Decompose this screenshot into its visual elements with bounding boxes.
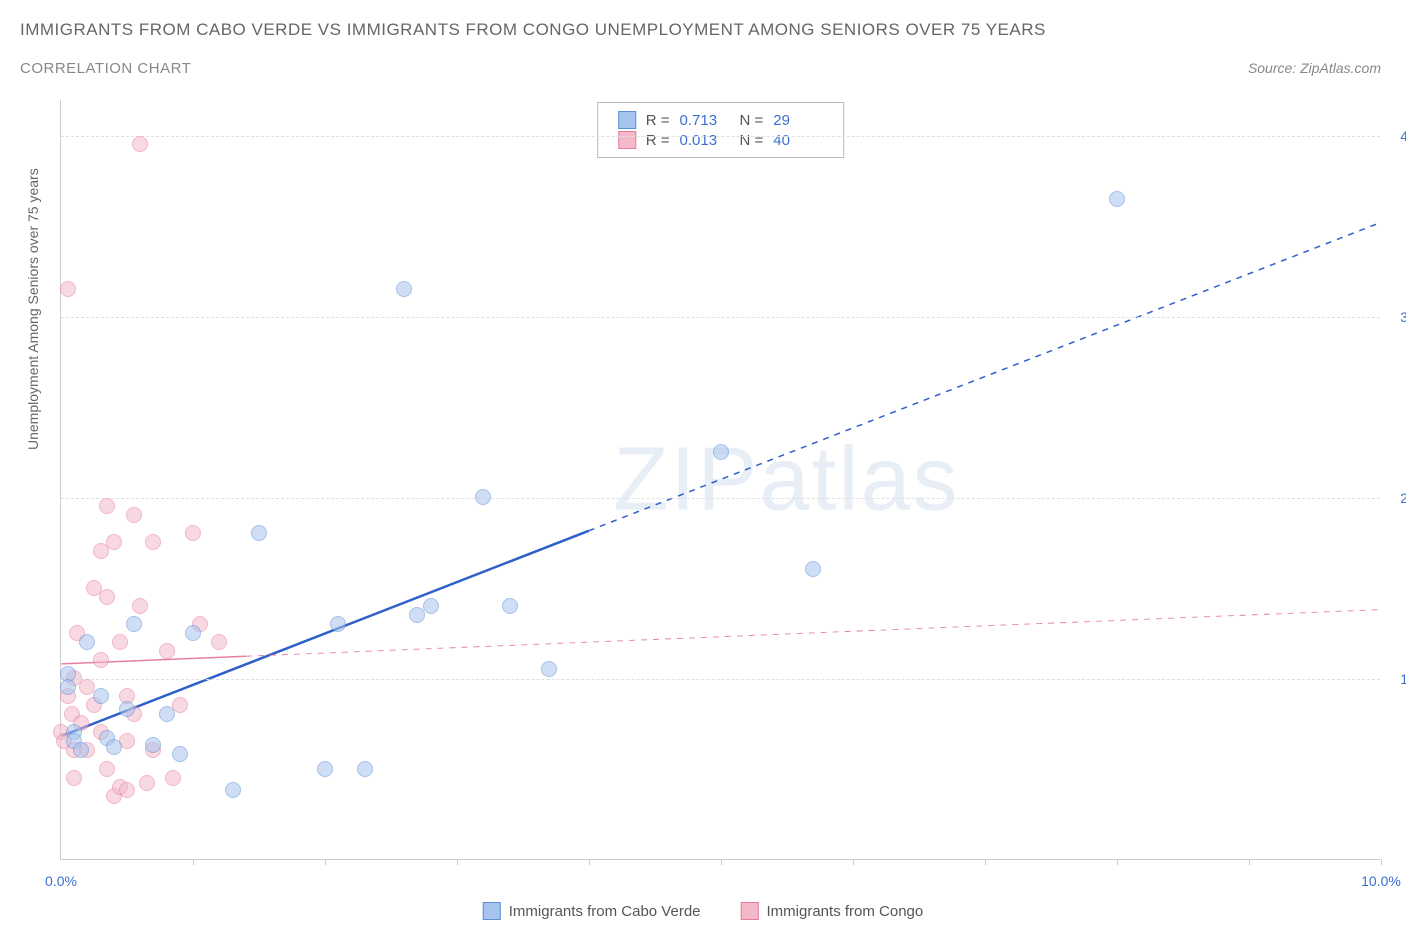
scatter-point	[93, 688, 109, 704]
scatter-point	[145, 737, 161, 753]
scatter-point	[1109, 191, 1125, 207]
scatter-point	[126, 616, 142, 632]
scatter-point	[251, 525, 267, 541]
scatter-point	[502, 598, 518, 614]
scatter-point	[60, 679, 76, 695]
scatter-point	[99, 589, 115, 605]
scatter-point	[119, 701, 135, 717]
scatter-point	[99, 761, 115, 777]
scatter-point	[159, 643, 175, 659]
x-tick	[1381, 859, 1382, 865]
plot-area: ZIPatlas R = 0.713 N = 29 R = 0.013 N = …	[60, 100, 1380, 860]
scatter-point	[126, 507, 142, 523]
scatter-point	[145, 534, 161, 550]
trend-line-solid	[61, 656, 246, 664]
scatter-point	[132, 598, 148, 614]
x-tick	[853, 859, 854, 865]
scatter-point	[132, 136, 148, 152]
y-tick-label: 10.0%	[1400, 671, 1406, 687]
trend-line-solid	[61, 531, 588, 736]
x-tick	[589, 859, 590, 865]
correlation-stats-box: R = 0.713 N = 29 R = 0.013 N = 40	[597, 102, 845, 158]
legend-label: Immigrants from Congo	[767, 903, 924, 920]
scatter-point	[66, 770, 82, 786]
r-value: 0.013	[680, 132, 730, 149]
y-tick-label: 40.0%	[1400, 128, 1406, 144]
gridline	[61, 679, 1380, 680]
x-tick-label: 0.0%	[45, 873, 77, 889]
scatter-point	[165, 770, 181, 786]
legend-swatch	[741, 902, 759, 920]
x-tick	[985, 859, 986, 865]
x-tick	[193, 859, 194, 865]
scatter-point	[317, 761, 333, 777]
source-label: Source:	[1248, 60, 1296, 76]
chart-title: IMMIGRANTS FROM CABO VERDE VS IMMIGRANTS…	[20, 20, 1046, 40]
watermark: ZIPatlas	[613, 428, 959, 531]
trend-line-dashed	[589, 223, 1380, 531]
scatter-point	[330, 616, 346, 632]
r-label: R =	[646, 132, 670, 149]
scatter-point	[73, 742, 89, 758]
gridline	[61, 498, 1380, 499]
x-tick	[1117, 859, 1118, 865]
scatter-point	[185, 525, 201, 541]
source-name: ZipAtlas.com	[1300, 60, 1381, 76]
y-tick-label: 20.0%	[1400, 490, 1406, 506]
series-swatch	[618, 131, 636, 149]
x-tick	[721, 859, 722, 865]
scatter-point	[106, 739, 122, 755]
y-axis-label: Unemployment Among Seniors over 75 years	[25, 168, 41, 450]
scatter-point	[139, 775, 155, 791]
legend-label: Immigrants from Cabo Verde	[509, 903, 701, 920]
trend-lines-svg	[61, 100, 1380, 859]
scatter-point	[805, 561, 821, 577]
legend-swatch	[483, 902, 501, 920]
chart-subtitle: CORRELATION CHART	[20, 60, 1046, 77]
x-tick	[457, 859, 458, 865]
x-tick-label: 10.0%	[1361, 873, 1401, 889]
legend-item: Immigrants from Cabo Verde	[483, 902, 701, 920]
scatter-point	[112, 634, 128, 650]
y-tick-label: 30.0%	[1400, 309, 1406, 325]
scatter-point	[79, 634, 95, 650]
source-attribution: Source: ZipAtlas.com	[1248, 60, 1381, 76]
scatter-point	[541, 661, 557, 677]
scatter-point	[172, 746, 188, 762]
scatter-point	[357, 761, 373, 777]
chart-container: ZIPatlas R = 0.713 N = 29 R = 0.013 N = …	[60, 100, 1380, 860]
stats-row: R = 0.013 N = 40	[618, 131, 824, 149]
scatter-point	[211, 634, 227, 650]
series-swatch	[618, 111, 636, 129]
scatter-point	[99, 498, 115, 514]
scatter-point	[159, 706, 175, 722]
gridline	[61, 136, 1380, 137]
header: IMMIGRANTS FROM CABO VERDE VS IMMIGRANTS…	[20, 20, 1046, 77]
n-value: 40	[773, 132, 823, 149]
x-tick	[325, 859, 326, 865]
stats-row: R = 0.713 N = 29	[618, 111, 824, 129]
r-value: 0.713	[680, 112, 730, 129]
scatter-point	[713, 444, 729, 460]
scatter-point	[475, 489, 491, 505]
x-tick	[1249, 859, 1250, 865]
scatter-point	[185, 625, 201, 641]
scatter-point	[396, 281, 412, 297]
n-value: 29	[773, 112, 823, 129]
legend-item: Immigrants from Congo	[741, 902, 924, 920]
scatter-point	[93, 652, 109, 668]
n-label: N =	[740, 132, 764, 149]
gridline	[61, 317, 1380, 318]
n-label: N =	[740, 112, 764, 129]
scatter-point	[225, 782, 241, 798]
legend: Immigrants from Cabo Verde Immigrants fr…	[483, 902, 923, 920]
r-label: R =	[646, 112, 670, 129]
scatter-point	[119, 782, 135, 798]
scatter-point	[60, 281, 76, 297]
scatter-point	[423, 598, 439, 614]
scatter-point	[106, 534, 122, 550]
